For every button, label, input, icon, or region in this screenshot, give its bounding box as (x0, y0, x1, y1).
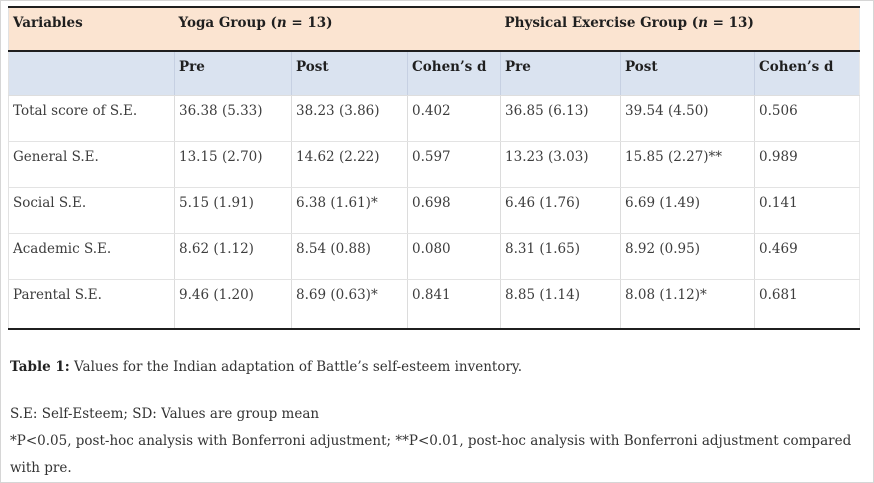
table-cell: 8.31 (1.65) (500, 233, 621, 280)
pe-cohens-d-column-header: Cohen’s d (754, 51, 860, 96)
row-label: Parental S.E. (8, 279, 175, 330)
group-header-row: Variables Yoga Group (n = 13) Physical E… (8, 7, 860, 52)
pe-group-n-symbol: n (698, 15, 708, 31)
table-cell: 8.54 (0.88) (291, 233, 408, 280)
table-cell: 36.38 (5.33) (174, 95, 292, 142)
row-label: Total score of S.E. (8, 95, 175, 142)
results-table: Variables Yoga Group (n = 13) Physical E… (8, 6, 861, 330)
table-cell: 6.46 (1.76) (500, 187, 621, 234)
yoga-cohens-d-column-header: Cohen’s d (406, 51, 501, 96)
footnote-significance: *P<0.05, post-hoc analysis with Bonferro… (10, 433, 852, 476)
table-cell: 0.469 (754, 233, 860, 280)
table-row-social: Social S.E. 5.15 (1.91) 6.38 (1.61)* 0.6… (8, 187, 860, 234)
table-cell: 15.85 (2.27)** (620, 141, 755, 188)
table-cell: 0.989 (754, 141, 860, 188)
pe-group-label-prefix: Physical Exercise Group ( (504, 15, 699, 31)
table-cell: 9.46 (1.20) (174, 279, 292, 330)
physical-exercise-group-header: Physical Exercise Group (n = 13) (500, 7, 860, 52)
table-cell: 13.15 (2.70) (174, 141, 292, 188)
table-cell: 6.69 (1.49) (620, 187, 755, 234)
table-cell: 8.92 (0.95) (620, 233, 755, 280)
table-cell: 36.85 (6.13) (500, 95, 621, 142)
yoga-pre-column-header: Pre (174, 51, 292, 96)
table-footnotes: S.E: Self-Esteem; SD: Values are group m… (10, 401, 861, 482)
variables-column-header: Variables (8, 7, 175, 52)
table-cell: 0.506 (754, 95, 860, 142)
table-row-academic: Academic S.E. 8.62 (1.12) 8.54 (0.88) 0.… (8, 233, 860, 280)
row-label: General S.E. (8, 141, 175, 188)
table-cell: 0.698 (406, 187, 501, 234)
footnote-abbreviations: S.E: Self-Esteem; SD: Values are group m… (10, 406, 320, 422)
yoga-group-label-prefix: Yoga Group ( (178, 15, 277, 31)
table-cell: 13.23 (3.03) (500, 141, 621, 188)
table-cell: 0.080 (406, 233, 501, 280)
yoga-group-label-suffix: = 13) (286, 15, 333, 31)
table-cell: 14.62 (2.22) (291, 141, 408, 188)
table-caption: Table 1: Values for the Indian adaptatio… (10, 359, 873, 375)
table-cell: 8.85 (1.14) (500, 279, 621, 330)
table-row-total-score: Total score of S.E. 36.38 (5.33) 38.23 (… (8, 95, 860, 142)
table-cell: 8.08 (1.12)* (620, 279, 755, 330)
table-caption-label: Table 1: (10, 359, 70, 375)
table-cell: 0.402 (406, 95, 501, 142)
table-cell: 0.841 (406, 279, 501, 330)
table-cell: 0.681 (754, 279, 860, 330)
pe-post-column-header: Post (620, 51, 755, 96)
table-cell: 8.62 (1.12) (174, 233, 292, 280)
table-cell: 39.54 (4.50) (620, 95, 755, 142)
table-row-parental: Parental S.E. 9.46 (1.20) 8.69 (0.63)* 0… (8, 279, 860, 330)
row-label: Academic S.E. (8, 233, 175, 280)
pe-pre-column-header: Pre (500, 51, 621, 96)
table-caption-text: Values for the Indian adaptation of Batt… (69, 359, 523, 375)
table-row-general: General S.E. 13.15 (2.70) 14.62 (2.22) 0… (8, 141, 860, 188)
table-cell: 38.23 (3.86) (291, 95, 408, 142)
table-cell: 6.38 (1.61)* (291, 187, 408, 234)
yoga-group-header: Yoga Group (n = 13) (174, 7, 501, 52)
yoga-post-column-header: Post (291, 51, 408, 96)
pe-group-label-suffix: = 13) (707, 15, 754, 31)
row-label: Social S.E. (8, 187, 175, 234)
table-cell: 0.141 (754, 187, 860, 234)
empty-sub-header-cell (8, 51, 175, 96)
table-cell: 8.69 (0.63)* (291, 279, 408, 330)
table-cell: 5.15 (1.91) (174, 187, 292, 234)
yoga-group-n-symbol: n (276, 15, 287, 31)
table-cell: 0.597 (406, 141, 501, 188)
sub-header-row: Pre Post Cohen’s d Pre Post Cohen’s d (8, 51, 860, 96)
